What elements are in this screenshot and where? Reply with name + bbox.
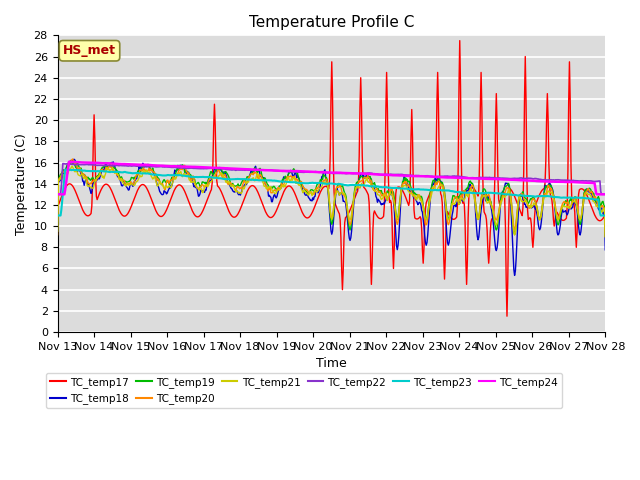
TC_temp20 xyxy=(205,177,213,183)
TC_temp23 xyxy=(61,167,69,172)
TC_temp23 xyxy=(65,167,72,173)
TC_temp20 xyxy=(121,179,129,184)
TC_temp20 xyxy=(399,181,406,187)
TC_temp19 xyxy=(415,193,422,199)
TC_temp21 xyxy=(205,181,213,187)
Y-axis label: Temperature (C): Temperature (C) xyxy=(15,133,28,235)
TC_temp22 xyxy=(54,192,61,197)
TC_temp23 xyxy=(121,169,129,175)
TC_temp21 xyxy=(602,234,609,240)
TC_temp21 xyxy=(177,169,184,175)
TC_temp19 xyxy=(177,164,184,170)
TC_temp17 xyxy=(602,211,609,217)
TC_temp23 xyxy=(602,213,609,218)
TC_temp21 xyxy=(399,184,406,190)
Line: TC_temp22: TC_temp22 xyxy=(58,164,605,194)
TC_temp20 xyxy=(177,167,184,172)
TC_temp21 xyxy=(415,192,422,198)
X-axis label: Time: Time xyxy=(316,358,347,371)
TC_temp22 xyxy=(59,161,67,167)
Legend: TC_temp17, TC_temp18, TC_temp19, TC_temp20, TC_temp21, TC_temp22, TC_temp23, TC_: TC_temp17, TC_temp18, TC_temp19, TC_temp… xyxy=(46,373,562,408)
TC_temp17 xyxy=(398,187,406,192)
TC_temp17 xyxy=(120,213,127,219)
TC_temp19 xyxy=(63,161,71,167)
TC_temp21 xyxy=(54,228,61,234)
TC_temp24 xyxy=(63,170,71,176)
Line: TC_temp23: TC_temp23 xyxy=(58,169,605,216)
TC_temp23 xyxy=(177,172,184,178)
TC_temp17 xyxy=(54,204,61,210)
TC_temp23 xyxy=(399,186,406,192)
TC_temp19 xyxy=(54,228,61,234)
TC_temp24 xyxy=(602,192,609,197)
TC_temp21 xyxy=(63,171,71,177)
Line: TC_temp19: TC_temp19 xyxy=(58,161,605,237)
TC_temp19 xyxy=(602,234,609,240)
Line: TC_temp17: TC_temp17 xyxy=(58,41,605,316)
TC_temp22 xyxy=(602,192,609,197)
Line: TC_temp18: TC_temp18 xyxy=(58,159,605,276)
Line: TC_temp21: TC_temp21 xyxy=(58,166,605,237)
TC_temp21 xyxy=(68,163,76,169)
TC_temp19 xyxy=(205,174,213,180)
TC_temp24 xyxy=(121,161,129,167)
TC_temp24 xyxy=(65,159,73,165)
TC_temp22 xyxy=(65,161,72,167)
TC_temp18 xyxy=(511,273,518,278)
TC_temp20 xyxy=(69,156,77,162)
Title: Temperature Profile C: Temperature Profile C xyxy=(249,15,414,30)
TC_temp22 xyxy=(121,163,129,168)
TC_temp20 xyxy=(415,192,422,198)
TC_temp18 xyxy=(54,228,61,234)
TC_temp24 xyxy=(399,173,406,179)
TC_temp23 xyxy=(54,213,61,218)
Line: TC_temp20: TC_temp20 xyxy=(58,159,605,237)
TC_temp22 xyxy=(205,166,213,171)
TC_temp18 xyxy=(602,247,609,252)
TC_temp17 xyxy=(63,182,71,188)
Text: HS_met: HS_met xyxy=(63,44,116,57)
TC_temp24 xyxy=(415,173,422,179)
TC_temp22 xyxy=(177,165,184,171)
TC_temp18 xyxy=(70,156,78,162)
TC_temp22 xyxy=(415,173,422,179)
TC_temp18 xyxy=(399,181,406,187)
TC_temp20 xyxy=(54,232,61,238)
TC_temp24 xyxy=(205,165,213,170)
TC_temp24 xyxy=(177,164,184,169)
TC_temp23 xyxy=(415,186,422,192)
TC_temp24 xyxy=(54,192,61,197)
TC_temp18 xyxy=(121,180,129,186)
TC_temp17 xyxy=(175,182,183,188)
TC_temp23 xyxy=(205,174,213,180)
TC_temp17 xyxy=(456,38,463,44)
TC_temp19 xyxy=(121,179,129,184)
TC_temp22 xyxy=(399,172,406,178)
Line: TC_temp24: TC_temp24 xyxy=(58,162,605,194)
TC_temp21 xyxy=(121,182,129,188)
TC_temp18 xyxy=(63,163,71,168)
TC_temp17 xyxy=(205,194,212,200)
TC_temp18 xyxy=(205,180,213,185)
TC_temp17 xyxy=(414,216,422,222)
TC_temp17 xyxy=(503,313,511,319)
TC_temp20 xyxy=(63,166,71,171)
TC_temp18 xyxy=(415,200,422,206)
TC_temp18 xyxy=(177,162,184,168)
TC_temp20 xyxy=(602,234,609,240)
TC_temp19 xyxy=(68,158,76,164)
TC_temp19 xyxy=(399,179,406,185)
